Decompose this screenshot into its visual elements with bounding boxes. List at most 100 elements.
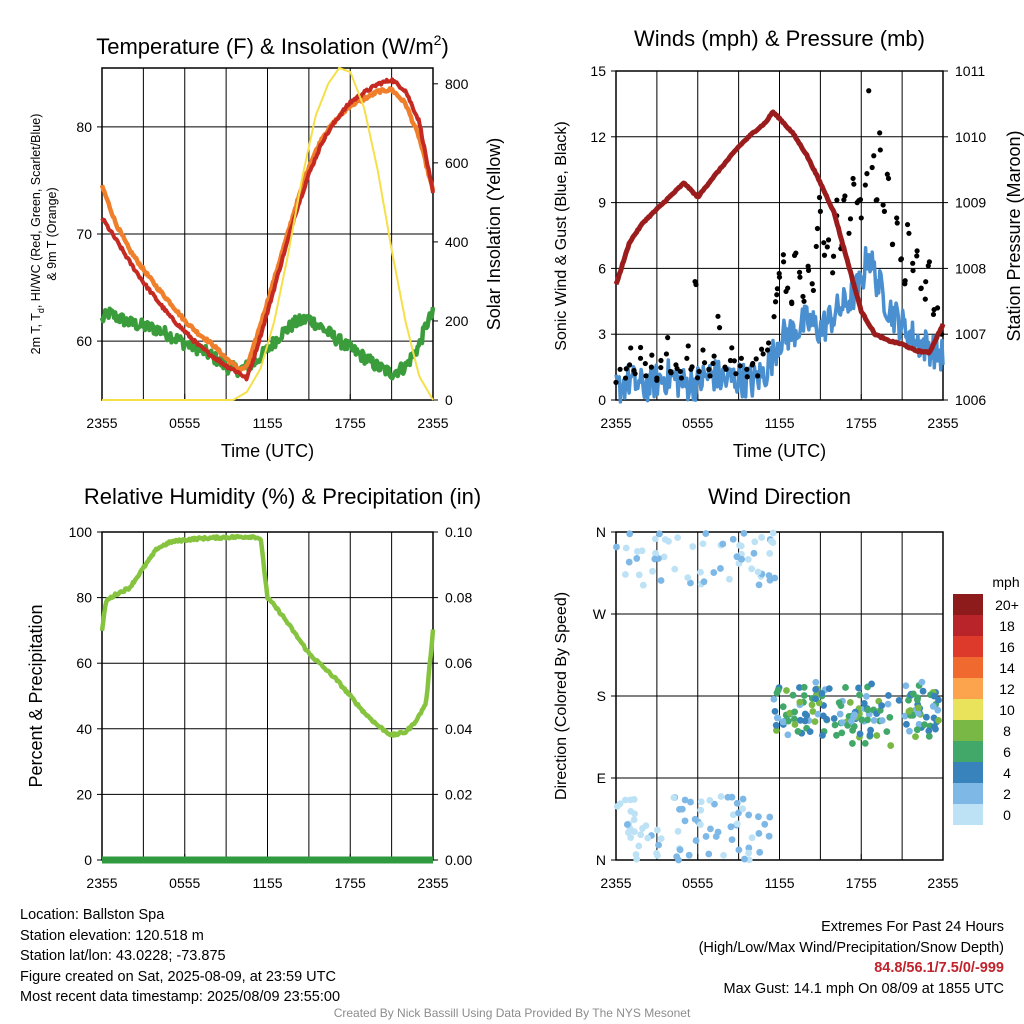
direction-point bbox=[728, 836, 736, 844]
direction-point bbox=[755, 581, 763, 589]
direction-point bbox=[929, 702, 937, 710]
direction-point bbox=[791, 715, 798, 723]
direction-point bbox=[934, 706, 942, 714]
station-info: Location: Ballston Spa Station elevation… bbox=[20, 905, 340, 1008]
gust-point bbox=[780, 259, 787, 265]
direction-point bbox=[918, 678, 926, 686]
direction-point bbox=[660, 553, 668, 561]
gust-point bbox=[668, 370, 674, 376]
direction-point bbox=[809, 708, 817, 715]
x-tick-label: 1755 bbox=[335, 875, 366, 891]
y-tick-label: 3 bbox=[598, 326, 606, 342]
direction-point bbox=[653, 826, 661, 834]
y2-tick-label: 0.02 bbox=[445, 786, 472, 802]
direction-point bbox=[870, 717, 878, 724]
extremes-values: 84.8/56.1/7.5/0/-999 bbox=[874, 960, 1004, 976]
x-tick-label: 1755 bbox=[846, 875, 877, 891]
gust-point bbox=[850, 175, 856, 182]
direction-point bbox=[800, 683, 808, 691]
gust-point bbox=[810, 287, 816, 294]
direction-point bbox=[868, 680, 875, 688]
direction-point bbox=[738, 555, 746, 563]
gust-point bbox=[617, 366, 623, 372]
direction-point bbox=[878, 717, 886, 724]
gust-point bbox=[885, 175, 892, 182]
y-tick-label: W bbox=[593, 606, 607, 622]
direction-point bbox=[630, 816, 638, 824]
insolation-line bbox=[102, 67, 434, 401]
direction-point bbox=[625, 558, 633, 566]
gust-point bbox=[847, 216, 854, 222]
gust-point bbox=[700, 347, 706, 353]
direction-point bbox=[842, 684, 849, 691]
gust-point bbox=[869, 164, 875, 171]
direction-point bbox=[887, 742, 895, 749]
direction-point bbox=[702, 530, 710, 537]
direction-point bbox=[769, 539, 777, 546]
gust-point bbox=[910, 267, 916, 274]
gust-point bbox=[649, 352, 655, 358]
extremes-panel: Extremes For Past 24 Hours (High/Low/Max… bbox=[699, 917, 1004, 999]
gust-point bbox=[814, 225, 821, 232]
gust-point bbox=[874, 197, 880, 203]
legend-swatch bbox=[953, 804, 983, 825]
y-tick-label: 0 bbox=[84, 852, 92, 868]
x-tick-label: 2355 bbox=[600, 415, 631, 431]
direction-point bbox=[803, 712, 811, 719]
y-tick-label: 80 bbox=[76, 119, 92, 135]
direction-point bbox=[639, 825, 646, 832]
gust-point bbox=[758, 346, 765, 352]
legend-label: 6 bbox=[1003, 744, 1011, 760]
gust-point bbox=[858, 215, 864, 221]
direction-point bbox=[733, 820, 741, 828]
direction-point bbox=[699, 540, 707, 548]
direction-point bbox=[806, 728, 814, 736]
direction-point bbox=[812, 686, 820, 693]
direction-point bbox=[915, 704, 922, 712]
direction-point bbox=[745, 849, 753, 857]
direction-point bbox=[909, 690, 917, 698]
direction-point bbox=[905, 696, 912, 704]
direction-point bbox=[766, 813, 774, 821]
gust-point bbox=[774, 286, 780, 292]
direction-point bbox=[675, 856, 682, 864]
direction-point bbox=[846, 698, 854, 706]
direction-point bbox=[931, 723, 938, 731]
gust-point bbox=[678, 375, 685, 381]
direction-point bbox=[725, 575, 733, 583]
gust-point bbox=[627, 362, 633, 368]
direction-point bbox=[735, 809, 742, 817]
direction-point bbox=[755, 813, 762, 821]
direction-point bbox=[919, 687, 927, 695]
gust-point bbox=[628, 345, 634, 351]
direction-point bbox=[830, 715, 838, 722]
gust-point bbox=[801, 298, 807, 304]
direction-point bbox=[751, 538, 759, 546]
gust-point bbox=[934, 305, 941, 311]
label-part: 2m T, T bbox=[29, 313, 43, 355]
gust-point bbox=[710, 360, 716, 367]
y2-tick-label: 600 bbox=[445, 155, 469, 171]
direction-point bbox=[773, 714, 781, 722]
direction-point bbox=[697, 798, 705, 806]
direction-point bbox=[681, 796, 689, 804]
direction-point bbox=[729, 535, 737, 543]
direction-point bbox=[773, 689, 781, 697]
direction-point bbox=[705, 850, 713, 858]
direction-point bbox=[860, 700, 868, 707]
gust-point bbox=[923, 279, 929, 285]
direction-point bbox=[861, 739, 869, 747]
direction-point bbox=[622, 571, 629, 578]
gust-point bbox=[613, 379, 619, 386]
legend-label: 18 bbox=[999, 618, 1015, 634]
y-tick-label: 9 bbox=[598, 195, 606, 211]
direction-point bbox=[739, 795, 747, 803]
direction-point bbox=[685, 851, 693, 859]
direction-point bbox=[740, 529, 748, 537]
label-part: , HI/WC (Red, Green, Scarlet/Blue) bbox=[29, 114, 43, 309]
direction-point bbox=[922, 713, 930, 721]
x-tick-label: 0555 bbox=[682, 415, 713, 431]
gust-point bbox=[755, 373, 761, 379]
humidity-chart: 2355 0555 1155 1755 2355 0 20 40 60 80 100 0.00 0.02… bbox=[26, 484, 481, 891]
direction-point bbox=[831, 721, 839, 729]
